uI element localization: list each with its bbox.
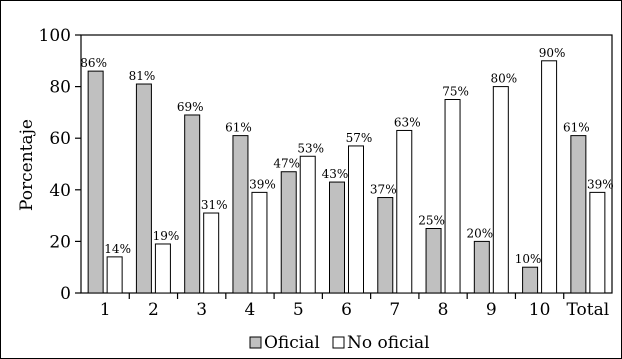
data-label: 20% <box>466 226 493 240</box>
y-tick-label: 60 <box>49 129 71 149</box>
data-label: 39% <box>587 177 614 191</box>
x-category-label: 7 <box>389 300 400 320</box>
data-label: 69% <box>177 100 204 114</box>
data-label: 61% <box>563 121 590 135</box>
data-label: 14% <box>104 242 131 256</box>
bar-no-oficial <box>541 60 558 294</box>
legend-swatch-oficial <box>249 336 262 349</box>
legend-label-no-oficial: No oficial <box>347 333 430 353</box>
bar-oficial <box>570 135 587 294</box>
data-label: 43% <box>322 167 349 181</box>
bar-oficial <box>135 83 152 294</box>
y-tick-label: 100 <box>39 26 71 46</box>
bar-no-oficial <box>348 145 364 294</box>
bar-oficial <box>377 197 394 294</box>
legend-swatch-no-oficial <box>332 336 345 349</box>
x-category-label: 5 <box>293 300 304 320</box>
x-category-label: 3 <box>196 300 207 320</box>
axes: 0 20 40 60 80 100 1 2 3 4 5 6 7 8 9 10 Total <box>39 26 613 320</box>
y-tick-label: 80 <box>49 78 71 98</box>
x-category-label: 6 <box>341 300 352 320</box>
data-label: 80% <box>490 72 517 86</box>
data-label: 19% <box>153 229 180 243</box>
x-category-label: 1 <box>100 300 111 320</box>
y-tick-label: 0 <box>60 284 71 304</box>
y-axis-label: Porcentaje <box>17 119 37 211</box>
data-label: 25% <box>418 214 445 228</box>
y-tick-label: 20 <box>49 232 71 252</box>
bar-oficial <box>522 266 539 294</box>
legend: Oficial No oficial <box>249 333 430 353</box>
data-label: 10% <box>515 252 542 266</box>
bar-no-oficial <box>589 191 606 294</box>
bar-oficial <box>425 228 442 294</box>
data-label: 53% <box>297 141 324 155</box>
bar-no-oficial <box>444 99 461 294</box>
data-label: 86% <box>80 56 107 70</box>
data-label: 90% <box>539 46 566 60</box>
x-category-label: 2 <box>148 300 159 320</box>
bar-no-oficial <box>106 256 123 294</box>
y-tick-label: 40 <box>49 181 71 201</box>
data-label: 75% <box>442 85 469 99</box>
legend-label-oficial: Oficial <box>264 333 320 353</box>
data-label: 47% <box>273 157 300 171</box>
bar-no-oficial <box>203 212 220 294</box>
x-category-label: Total <box>567 300 610 320</box>
bar-oficial <box>232 135 249 294</box>
data-label: 39% <box>249 177 276 191</box>
bar-no-oficial <box>492 86 509 294</box>
data-label: 81% <box>129 69 156 83</box>
bar-oficial <box>280 171 297 294</box>
data-label: 31% <box>201 198 228 212</box>
x-category-label: 9 <box>486 300 497 320</box>
bar-no-oficial <box>251 191 268 294</box>
bar-oficial <box>184 114 201 294</box>
bar-oficial <box>329 181 345 294</box>
bar-no-oficial <box>299 155 316 294</box>
data-label: 57% <box>346 131 373 145</box>
x-category-label: 4 <box>245 300 256 320</box>
data-label: 63% <box>394 115 421 129</box>
bar-no-oficial <box>154 243 171 294</box>
bar-no-oficial <box>396 129 413 294</box>
data-label: 37% <box>370 183 397 197</box>
bar-oficial <box>473 240 490 294</box>
bar-oficial <box>87 70 104 294</box>
x-category-label: 8 <box>438 300 449 320</box>
data-labels: 86% 14% 81% 19% 69% 31% 61% 39% 47% 53% 43% 57% 37% 6… <box>80 46 613 266</box>
x-category-label: 10 <box>529 300 551 320</box>
bars <box>87 60 606 294</box>
data-label: 61% <box>225 121 252 135</box>
plot-area-border <box>80 34 613 294</box>
